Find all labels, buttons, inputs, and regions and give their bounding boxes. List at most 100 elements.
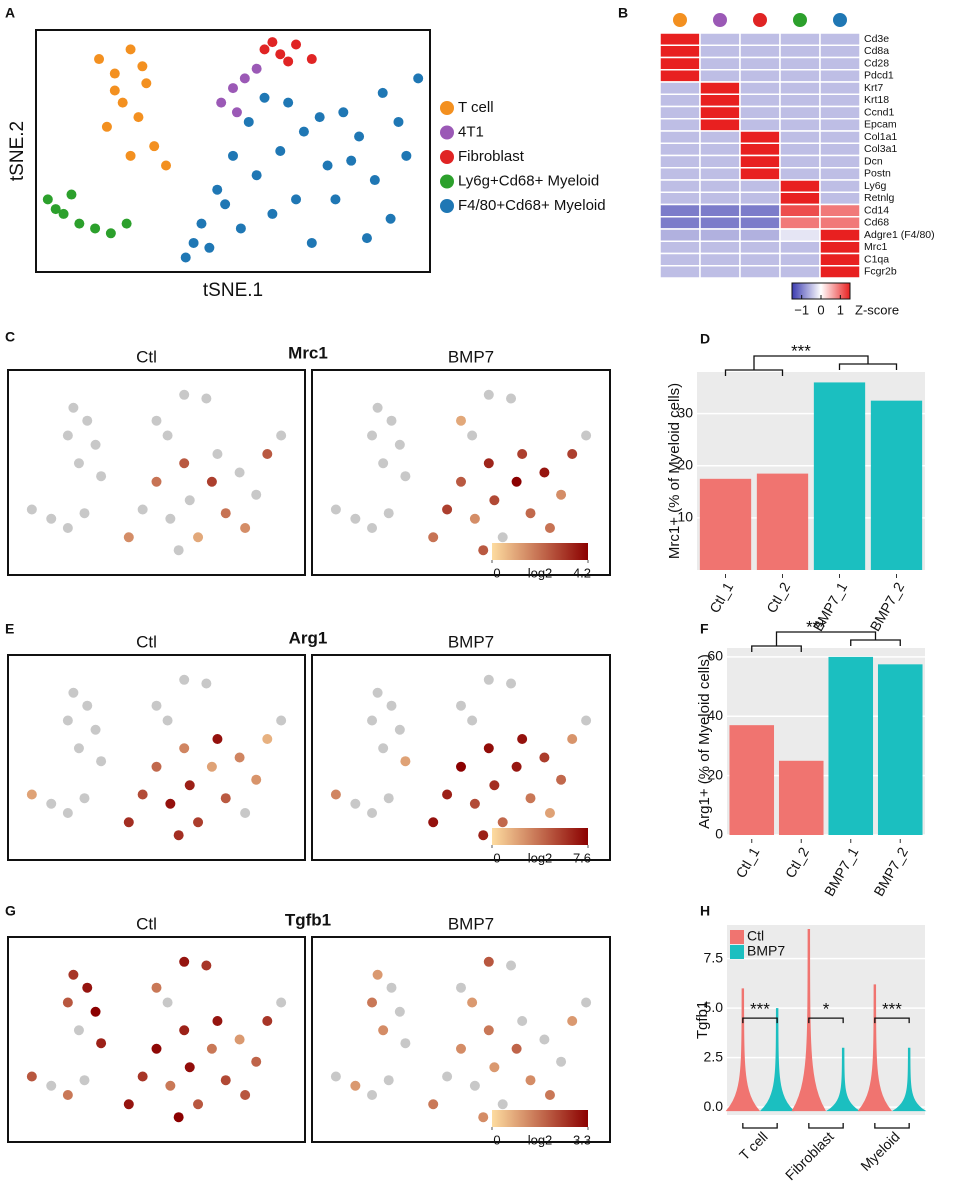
cell-point [330, 1071, 341, 1082]
panel-label: F [700, 621, 709, 637]
cell-point [400, 1038, 411, 1049]
cell-point [478, 830, 489, 841]
x-tick-label: BMP7_1 [821, 844, 862, 899]
heat-cell [659, 154, 701, 169]
heat-cell [699, 69, 741, 83]
cell-point [525, 793, 536, 804]
heat-cell [699, 105, 741, 120]
cell-point [467, 997, 478, 1008]
panel-title: Ctl [136, 347, 157, 366]
cell-point [46, 1080, 57, 1091]
cell-point [506, 393, 517, 404]
cell-point [206, 761, 217, 772]
cell-point [62, 1090, 73, 1100]
row-label: Fcgr2b [864, 266, 897, 278]
colorbar-label: log2 [528, 1132, 553, 1147]
cell-point [179, 389, 190, 400]
heat-cell [699, 118, 741, 132]
cell-point [26, 1071, 37, 1082]
heat-cell [659, 203, 701, 218]
cell-point [556, 1056, 567, 1067]
heat-cell [819, 93, 861, 108]
cell-point [378, 743, 389, 754]
colorbar-label: log2 [528, 565, 553, 580]
heat-cell [819, 216, 861, 230]
cell-point [123, 817, 134, 828]
cell-point [151, 761, 162, 772]
y-tick-label: 10 [677, 509, 693, 525]
cell-point [567, 449, 578, 459]
cell-point [291, 194, 302, 205]
heat-cell [699, 154, 741, 169]
cell-point [26, 789, 37, 800]
heat-cell [739, 240, 781, 255]
heat-cell [819, 240, 861, 255]
heat-cell [739, 167, 781, 181]
cell-point [567, 734, 578, 744]
cell-point [428, 1099, 439, 1110]
legend-swatch [440, 174, 454, 189]
panel-label: D [700, 331, 710, 347]
cell-point [180, 252, 191, 263]
plot-frame [311, 369, 611, 576]
heat-cell [819, 56, 861, 71]
heat-cell [659, 228, 701, 242]
cell-point [90, 223, 101, 234]
cell-point [469, 513, 480, 524]
cell-point [489, 780, 500, 791]
plot-frame [7, 369, 306, 576]
colorbar-tick-label: 0 [493, 1132, 500, 1147]
cell-point [483, 743, 494, 754]
cell-point [567, 1016, 578, 1026]
x-axis-label: tSNE.1 [203, 280, 263, 301]
row-label: Cd68 [864, 217, 889, 229]
cell-point [73, 458, 84, 469]
cell-point [179, 743, 190, 754]
cell-point [220, 199, 231, 210]
cell-point [123, 1099, 134, 1110]
cell-point [62, 715, 73, 726]
legend-swatch [440, 150, 454, 164]
cell-point [259, 92, 270, 103]
heat-cell [659, 81, 701, 95]
cell-point [372, 969, 383, 980]
colorbar [492, 1110, 588, 1127]
heat-cell [819, 191, 861, 206]
cell-point [456, 700, 466, 711]
heat-cell [779, 203, 821, 218]
significance-bracket [775, 631, 877, 640]
cell-point [188, 237, 199, 248]
cell-point [117, 97, 128, 108]
cell-point [220, 1075, 231, 1086]
cell-point [123, 532, 134, 543]
cell-point [442, 789, 453, 800]
heat-cell [739, 265, 781, 279]
cell-point [469, 1080, 480, 1091]
heat-cell [739, 179, 781, 193]
colorbar-tick-label: 4.2 [573, 565, 591, 580]
cell-point [101, 121, 112, 132]
cell-point [179, 1025, 190, 1036]
heat-cell [659, 216, 701, 230]
heat-cell [779, 105, 821, 120]
significance-label: * [823, 1000, 830, 1019]
cell-point [105, 228, 116, 239]
cell-point [393, 116, 404, 127]
heat-cell [819, 179, 861, 193]
cell-point [74, 218, 85, 229]
cell-point [62, 808, 73, 818]
cell-point [350, 1080, 361, 1091]
cell-point [544, 1090, 555, 1100]
cell-point [151, 1043, 162, 1054]
panel-label: A [5, 5, 15, 21]
violin [725, 988, 761, 1112]
colorbar-label: Z-score [855, 302, 899, 317]
cell-point [206, 1043, 217, 1054]
heat-cell [819, 81, 861, 95]
plot-frame [311, 936, 611, 1143]
y-tick-label: 7.5 [704, 949, 724, 965]
heat-cell [659, 32, 701, 46]
cell-point [96, 471, 107, 482]
panel-label: G [5, 903, 16, 919]
violin [759, 1008, 795, 1112]
